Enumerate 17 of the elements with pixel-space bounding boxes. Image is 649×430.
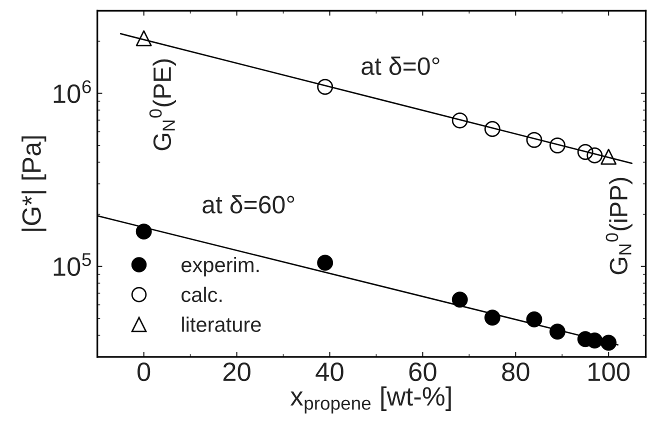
x-tick-label: 20 [223,362,250,382]
y-tick-label: 10$^{6}$ [54,80,91,104]
x-tick-label: 40 [316,362,344,382]
annotation: at δ=0° [362,56,440,76]
y-axis-title: |G*| [Pa] [22,136,46,231]
x-axis-title: x$_{propene}$ [wt-%] [290,386,451,414]
annotation: at δ=60° [202,195,294,214]
annotation: G$_{N}$$^{0}$(iPP) [606,178,632,274]
x-tick-label: 0 [138,362,150,382]
legend-label: calc. [182,286,222,302]
x-tick-label: 80 [502,362,530,382]
annotation: G$_{N}$$^{0}$(PE) [149,59,176,150]
x-tick-label: 100 [588,362,630,382]
x-tick-label: 60 [409,362,436,382]
y-tick-label: 10$^{5}$ [54,253,91,276]
legend-label: literature [182,316,261,332]
legend-label: experim. [182,256,259,276]
